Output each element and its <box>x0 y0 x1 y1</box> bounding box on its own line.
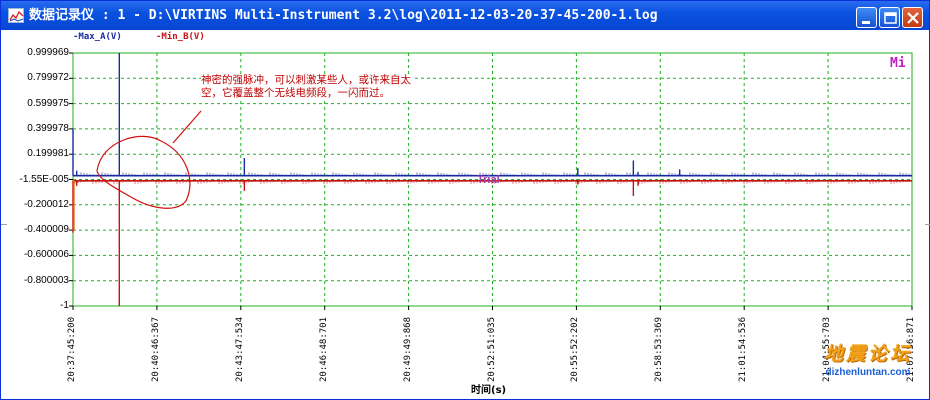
y-tick-label: 0.199981 <box>27 148 69 160</box>
x-tick-label: 21:01:54:536 <box>738 316 749 382</box>
annotation-circle <box>96 135 191 209</box>
y-tick-label: 0.599975 <box>27 97 69 109</box>
y-tick-label: 0.399978 <box>27 122 69 134</box>
minimize-icon <box>862 21 870 24</box>
y-tick-label: 0.999969 <box>27 47 69 58</box>
legend-min-b: -Min_B(V) <box>156 32 205 42</box>
legend-max-a-label: -Max_A(V) <box>73 32 122 42</box>
corner-tag: Mi <box>890 56 906 71</box>
x-tick-label: 20:40:46:367 <box>150 316 161 382</box>
y-tick-label: -1 <box>60 300 69 311</box>
x-tick-label: 20:52:51:035 <box>486 316 497 382</box>
y-tick-label: -0.600006 <box>23 249 69 261</box>
minimize-button[interactable] <box>856 7 877 28</box>
x-tick-label: 20:37:45:200 <box>67 316 77 382</box>
site-watermark-logo: 地震论坛 dizhenluntan.com <box>823 343 912 378</box>
y-tick-label: -0.800003 <box>23 274 69 286</box>
x-tick-label: 20:46:48:701 <box>318 316 329 382</box>
x-tick-label: 20:43:47:534 <box>234 316 245 382</box>
x-axis-title: 时间(s) <box>471 385 507 396</box>
annotation-pointer <box>172 110 202 144</box>
x-tick-label: 20:49:49:868 <box>402 316 413 382</box>
y-tick-label: -0.200012 <box>23 198 69 210</box>
app-icon[interactable] <box>8 8 24 23</box>
x-tick-label: 20:58:53:369 <box>654 316 665 382</box>
title-bar[interactable]: 数据记录仪 : 1 - D:\VIRTINS Multi-Instrument … <box>1 1 929 30</box>
y-tick-label: -0.400009 <box>23 224 69 236</box>
y-tick-label: 0.799972 <box>27 72 69 84</box>
close-button[interactable] <box>902 7 923 28</box>
window-title: 数据记录仪 : 1 - D:\VIRTINS Multi-Instrument … <box>29 8 658 23</box>
annotation-text: 神密的强脉冲，可以刺激某些人，或许来自太空，它覆盖整个无线电频段，一闪而过。 <box>201 74 413 100</box>
left-edge-tick <box>1 224 7 225</box>
x-tick-label: 20:55:52:202 <box>570 316 581 382</box>
close-icon <box>907 12 919 24</box>
legend-max-a: -Max_A(V) <box>73 32 122 42</box>
y-tick-label: -1.55E-005 <box>19 173 69 185</box>
right-edge-tick <box>925 224 930 225</box>
trial-watermark: Trial <box>477 174 500 186</box>
legend-min-b-label: -Min_B(V) <box>156 32 205 42</box>
maximize-button[interactable] <box>879 7 900 28</box>
maximize-icon <box>884 12 897 24</box>
